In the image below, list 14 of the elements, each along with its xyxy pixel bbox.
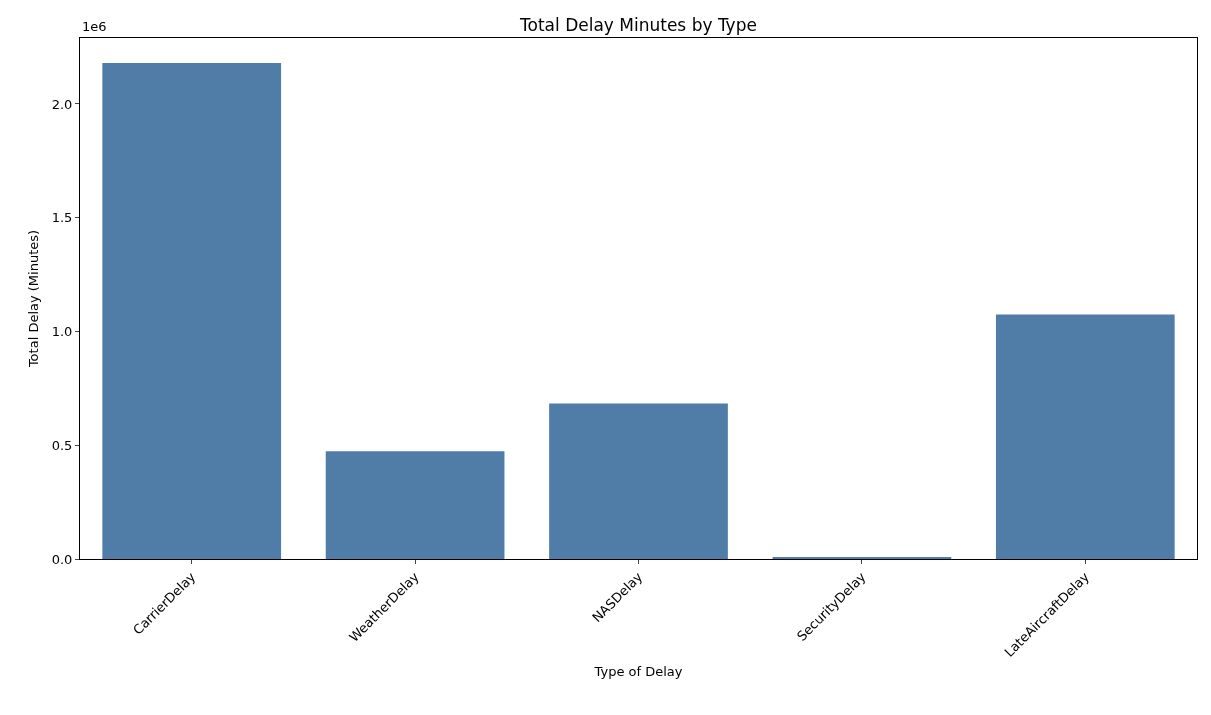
y-tick-label: 0.5 [51,437,73,453]
text: 1e6 [82,19,107,34]
bar [102,63,282,559]
bar [772,556,952,559]
y-tick-label: 2.0 [51,96,73,112]
x-axis-title: Type of Delay [593,664,683,680]
y-tick-label: 0.0 [51,551,73,567]
y-tick-label: 1.5 [51,210,73,226]
bar [549,403,728,559]
y-axis-title: Total Delay (Minutes) [25,229,41,369]
chart-title: Total Delay Minutes by Type [519,14,757,35]
y-tick-label: 1.0 [51,324,73,340]
bar [325,451,505,559]
bar [995,314,1175,559]
